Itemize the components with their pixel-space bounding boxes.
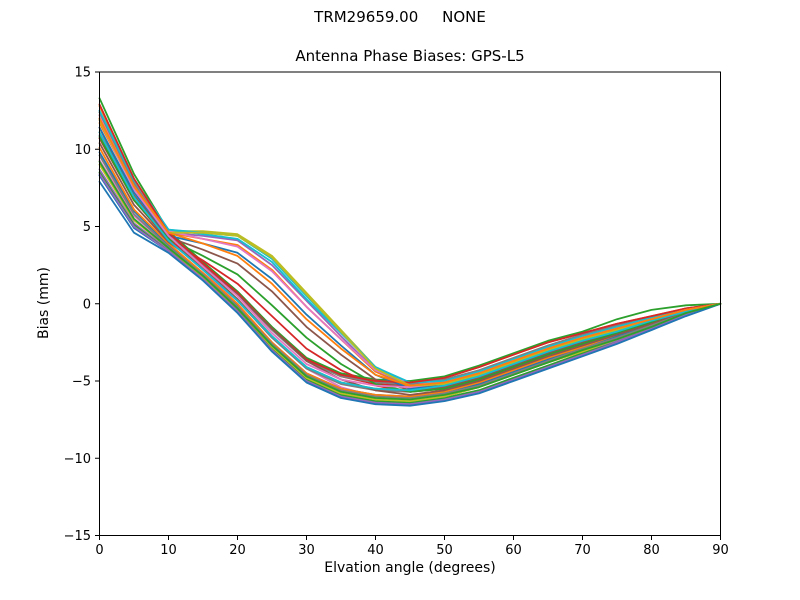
series-line-curve-25 [98, 173, 722, 406]
series-line-curve-28 [98, 154, 722, 399]
x-tick-label: 50 [436, 543, 453, 558]
y-tick-label: 0 [83, 297, 91, 312]
series-line-curve-17 [98, 114, 722, 386]
y-tick-label: 15 [74, 66, 91, 81]
series-line-curve-19 [98, 163, 722, 403]
series-line-curve-02 [98, 105, 722, 384]
series-line-curve-01 [98, 174, 722, 406]
y-tick-label: 10 [74, 143, 91, 158]
x-tick-label: 40 [367, 543, 384, 558]
x-axis-label: Elvation angle (degrees) [324, 560, 496, 576]
y-tick-label: −15 [64, 529, 91, 544]
series-line-curve-32 [98, 117, 722, 387]
x-tick-label: 60 [505, 543, 522, 558]
series-line-curve-23 [98, 135, 722, 393]
series-line-curve-10 [98, 111, 722, 386]
plot-frame [99, 71, 721, 536]
series-line-curve-07 [98, 159, 722, 401]
series-line-curve-09 [98, 114, 722, 386]
series-line-curve-31 [98, 180, 722, 407]
x-tick-label: 20 [229, 543, 246, 558]
y-axis-label: Bias (mm) [36, 266, 52, 340]
series-line-curve-05 [98, 168, 722, 404]
series-line-curve-13 [98, 171, 722, 404]
x-tick-label: 90 [712, 543, 729, 558]
x-tick-label: 0 [95, 543, 103, 558]
x-tick-label: 10 [160, 543, 177, 558]
y-tick-label: −5 [72, 375, 91, 390]
axes-title: Antenna Phase Biases: GPS-L5 [295, 47, 525, 65]
series-line-curve-30 [98, 131, 722, 392]
x-tick-label: 80 [643, 543, 660, 558]
series-line-curve-24 [98, 103, 722, 384]
series-line-curve-03 [98, 97, 722, 382]
y-tick-label: 5 [83, 220, 91, 235]
series-line-curve-18 [98, 111, 722, 386]
figure-suptitle: TRM29659.00 NONE [314, 8, 486, 26]
series-line-curve-33 [98, 160, 722, 401]
y-tick-label: −10 [64, 452, 91, 467]
series-line-curve-11 [98, 151, 722, 398]
x-tick-label: 30 [298, 543, 315, 558]
x-tick-label: 70 [574, 543, 591, 558]
